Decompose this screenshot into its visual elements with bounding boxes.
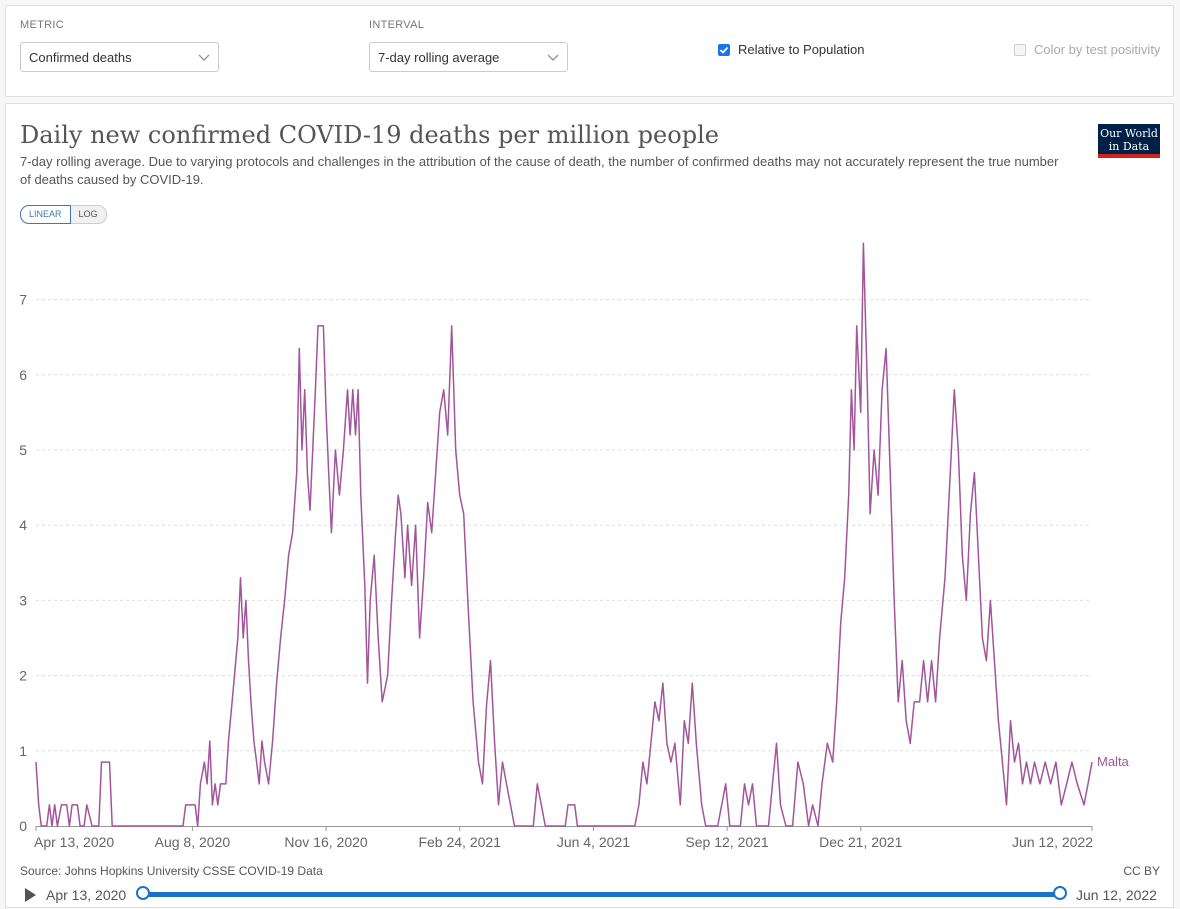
chart-card: Daily new confirmed COVID-19 deaths per … — [5, 103, 1174, 908]
chart-title: Daily new confirmed COVID-19 deaths per … — [20, 121, 719, 149]
y-tick-label: 5 — [19, 442, 27, 458]
logo-line-2: in Data — [1108, 140, 1150, 153]
timeline-slider: Apr 13, 2020 Jun 12, 2022 — [6, 879, 1175, 909]
license-link[interactable]: CC BY — [1123, 864, 1160, 878]
metric-select-value: Confirmed deaths — [29, 50, 132, 65]
timeline-start-label: Apr 13, 2020 — [46, 887, 127, 903]
series-line-malta — [35, 242, 1093, 827]
x-tick-label: Jun 4, 2021 — [557, 834, 630, 850]
y-tick-label: 4 — [19, 517, 27, 533]
linear-scale-button[interactable]: LINEAR — [20, 205, 71, 224]
chart-subtitle: 7-day rolling average. Due to varying pr… — [20, 154, 1059, 187]
timeline-track[interactable] — [144, 892, 1060, 897]
y-tick-label: 7 — [19, 292, 27, 308]
checkbox-empty-icon — [1014, 43, 1026, 56]
interval-label: INTERVAL — [369, 19, 425, 31]
x-tick-label: Sep 12, 2021 — [685, 834, 769, 850]
color-by-positivity-checkbox[interactable]: Color by test positivity — [1014, 42, 1160, 57]
relative-to-population-checkbox[interactable]: Relative to Population — [718, 42, 864, 57]
chart-controls-bar: METRIC Confirmed deaths INTERVAL 7-day r… — [5, 5, 1174, 97]
chevron-down-icon — [547, 54, 559, 61]
x-tick-label: Apr 13, 2020 — [34, 834, 114, 850]
x-tick-label: Nov 16, 2020 — [284, 834, 367, 850]
color-by-positivity-label: Color by test positivity — [1034, 42, 1161, 57]
checkmark-icon — [718, 43, 730, 56]
x-tick-label: Feb 24, 2021 — [418, 834, 501, 850]
owid-logo[interactable]: Our World in Data — [1098, 124, 1160, 158]
log-scale-button[interactable]: LOG — [70, 205, 107, 224]
x-tick-label: Dec 21, 2021 — [819, 834, 902, 850]
y-tick-label: 2 — [19, 668, 27, 684]
y-tick-label: 6 — [19, 367, 27, 383]
series-label: Malta — [1097, 754, 1130, 769]
y-tick-label: 3 — [19, 592, 27, 608]
y-tick-label: 1 — [19, 743, 27, 759]
interval-select-value: 7-day rolling average — [378, 50, 500, 65]
timeline-end-handle[interactable] — [1053, 886, 1067, 900]
line-chart: 0 1 2 3 4 5 6 7 Apr 13, 2020 Aug 8, 2020 Nov 16, 2… — [19, 242, 1130, 850]
x-tick-label: Jun 12, 2022 — [1012, 834, 1093, 850]
chevron-down-icon — [198, 54, 210, 61]
metric-select[interactable]: Confirmed deaths — [20, 42, 219, 72]
timeline-end-label: Jun 12, 2022 — [1076, 887, 1157, 903]
source-note[interactable]: Source: Johns Hopkins University CSSE CO… — [20, 864, 323, 878]
play-icon[interactable] — [25, 888, 36, 902]
interval-select[interactable]: 7-day rolling average — [369, 42, 568, 72]
relative-to-population-label: Relative to Population — [738, 42, 865, 57]
y-tick-label: 0 — [19, 818, 27, 834]
metric-label: METRIC — [20, 19, 64, 31]
x-tick-label: Aug 8, 2020 — [155, 834, 231, 850]
scale-toggle: LINEAR LOG — [20, 205, 107, 224]
logo-line-1: Our World — [1100, 127, 1158, 140]
timeline-start-handle[interactable] — [136, 886, 150, 900]
